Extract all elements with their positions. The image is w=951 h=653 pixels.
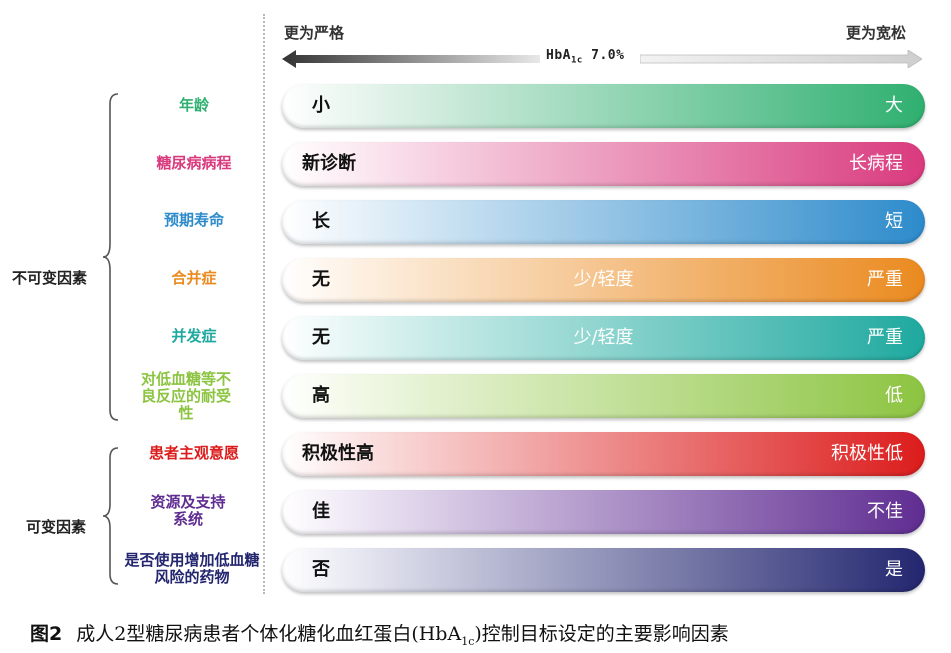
bar-right-text: 积极性低 xyxy=(831,443,903,464)
factor-resources-label: 资源及支持系统 xyxy=(150,493,226,528)
bar-duration: 新诊断 长病程 xyxy=(282,142,925,186)
bar-left-text: 小 xyxy=(312,95,330,116)
bar-right-text: 不佳 xyxy=(867,501,903,522)
bar-life-expectancy: 长 短 xyxy=(282,200,925,244)
bar-right-text: 短 xyxy=(885,211,903,232)
bar-middle-text: 少/轻度 xyxy=(573,269,634,290)
bar-complication: 无 少/轻度 严重 xyxy=(282,316,925,360)
bar-willingness: 积极性高 积极性低 xyxy=(282,432,925,476)
bar-resources: 佳 不佳 xyxy=(282,490,925,534)
bar-tolerance: 高 低 xyxy=(282,374,925,418)
factor-age-label: 年龄 xyxy=(178,96,209,114)
bar-right-text: 严重 xyxy=(867,269,903,290)
bar-left-text: 积极性高 xyxy=(302,443,374,464)
factor-life-expectancy-label: 预期寿命 xyxy=(163,211,224,229)
bar-medication: 否 是 xyxy=(282,548,925,592)
stricter-arrow-icon xyxy=(282,50,540,68)
fixed-factors-bracket xyxy=(102,93,119,421)
looser-arrow-icon xyxy=(640,50,922,68)
bar-comorbidity: 无 少/轻度 严重 xyxy=(282,258,925,302)
bar-left-text: 否 xyxy=(312,559,330,580)
variable-factors-label: 可变因素 xyxy=(26,518,87,536)
bar-right-text: 长病程 xyxy=(849,153,903,174)
factor-complication-label: 并发症 xyxy=(171,327,217,345)
factor-duration-label: 糖尿病病程 xyxy=(156,154,232,172)
bar-left-text: 长 xyxy=(312,211,330,232)
hba1c-threshold: HbA1c 7.0% xyxy=(546,48,625,66)
looser-label: 更为宽松 xyxy=(846,24,907,42)
divider-line xyxy=(263,14,265,594)
bar-right-text: 是 xyxy=(885,559,903,580)
factor-medication-label: 是否使用增加低血糖风险的药物 xyxy=(124,551,260,586)
figure-number: 图2 xyxy=(30,623,63,645)
bar-left-text: 佳 xyxy=(312,501,330,522)
factor-willingness-label: 患者主观意愿 xyxy=(148,444,239,462)
bar-right-text: 大 xyxy=(885,95,903,116)
bar-left-text: 高 xyxy=(312,385,330,406)
fixed-factors-label: 不可变因素 xyxy=(12,269,88,287)
bar-left-text: 无 xyxy=(312,269,330,290)
bar-right-text: 低 xyxy=(885,385,903,406)
bar-left-text: 无 xyxy=(312,327,330,348)
stricter-label: 更为严格 xyxy=(284,24,345,42)
factor-comorbidity-label: 合并症 xyxy=(171,269,217,287)
variable-factors-bracket xyxy=(102,447,119,585)
bar-middle-text: 少/轻度 xyxy=(573,327,634,348)
bar-left-text: 新诊断 xyxy=(302,153,356,174)
factor-tolerance-label: 对低血糖等不良反应的耐受性 xyxy=(140,370,231,422)
bar-age: 小 大 xyxy=(282,84,925,128)
figure-caption: 图2 成人2型糖尿病患者个体化糖化血红蛋白(HbA1c)控制目标设定的主要影响因素 xyxy=(30,623,729,648)
bar-right-text: 严重 xyxy=(867,327,903,348)
